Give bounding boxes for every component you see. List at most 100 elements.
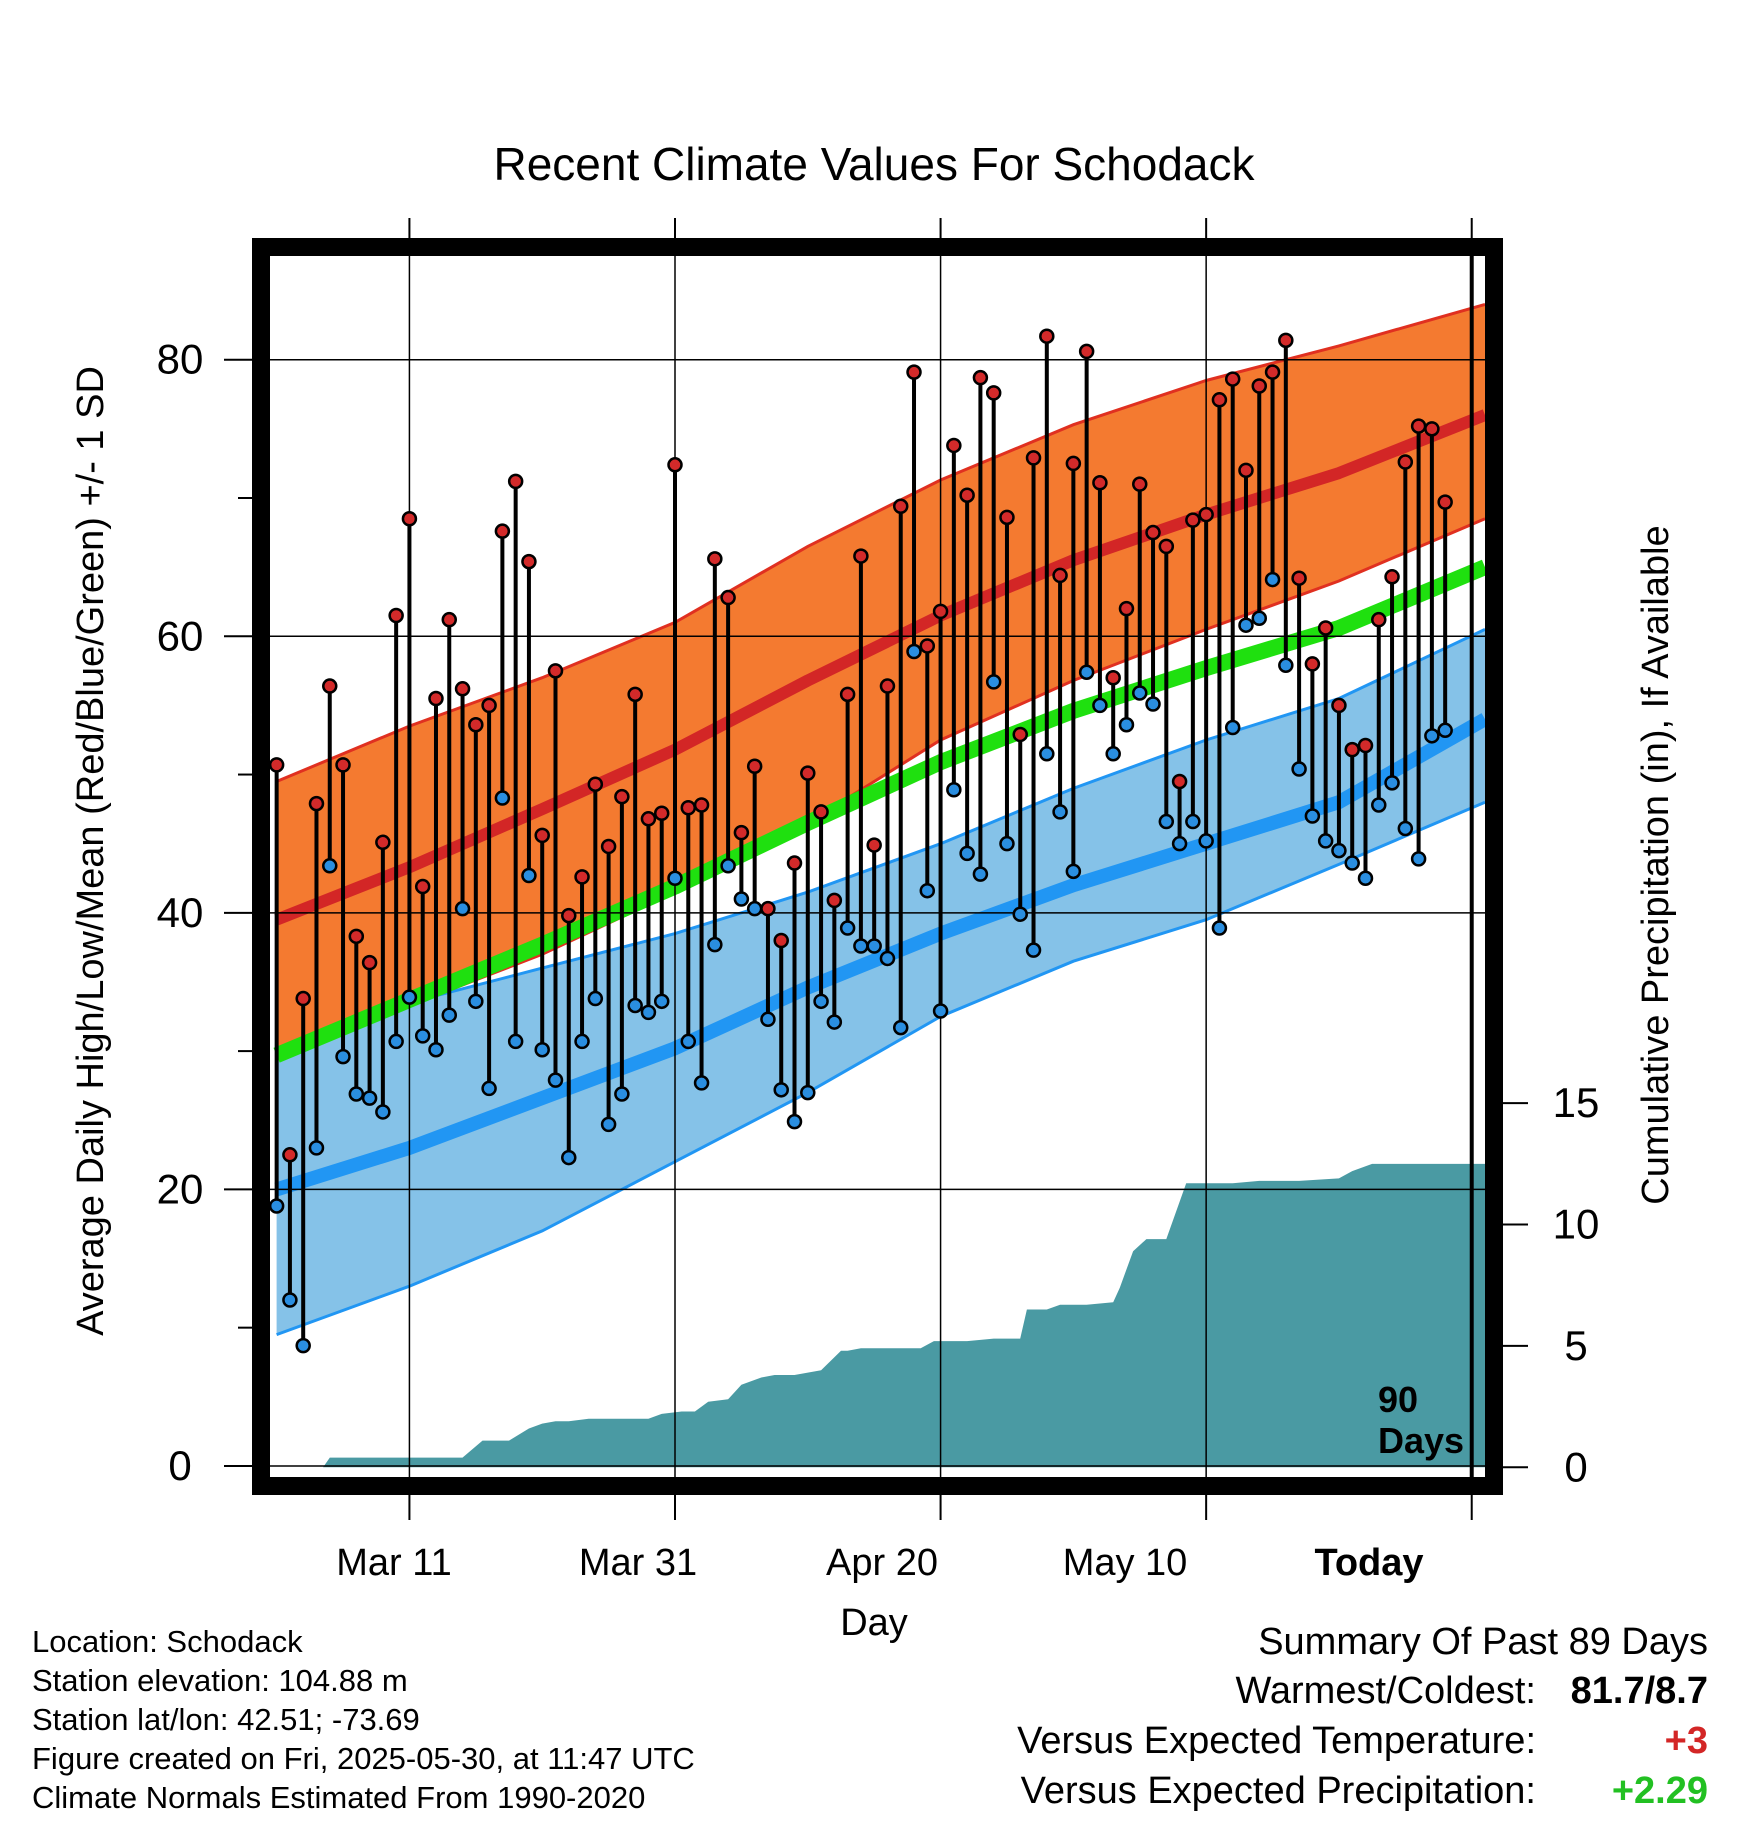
daily-high-point	[853, 548, 869, 564]
y2-tick-label: 0	[1564, 1443, 1587, 1490]
daily-high-point	[773, 932, 789, 949]
daily-low-point	[534, 1041, 550, 1058]
daily-low-point	[1025, 942, 1042, 958]
daily-low-point	[1132, 685, 1148, 701]
chart-title: Recent Climate Values For Schodack	[493, 138, 1255, 190]
today-marker: 90 Days	[1378, 256, 1474, 1477]
daily-low-point	[640, 1004, 657, 1021]
daily-high-point	[1251, 378, 1268, 394]
daily-high-point	[1092, 475, 1108, 491]
daily-low-point	[521, 867, 537, 884]
daily-high-point	[932, 603, 949, 620]
daily-high-point	[879, 678, 896, 694]
daily-low-point	[1424, 728, 1440, 744]
daily-high-point	[494, 523, 511, 539]
summary-title: Summary Of Past 89 Days	[1258, 1621, 1708, 1663]
daily-low-point	[1052, 804, 1068, 820]
daily-low-point	[972, 866, 989, 882]
daily-high-point	[507, 473, 524, 490]
daily-low-point	[295, 1337, 311, 1354]
daily-high-point	[1384, 569, 1400, 585]
daily-high-point	[693, 797, 710, 813]
daily-low-point	[746, 900, 763, 917]
daily-high-point	[1198, 506, 1214, 523]
daily-high-point	[428, 690, 444, 707]
daily-high-point	[414, 878, 431, 895]
daily-high-point	[1118, 600, 1135, 617]
daily-low-point	[322, 858, 338, 874]
daily-low-point	[1410, 851, 1427, 867]
daily-high-point	[866, 837, 882, 853]
low-normal-band	[276, 629, 1486, 1335]
daily-high-point	[760, 900, 776, 917]
daily-high-point	[1278, 332, 1294, 349]
daily-low-point	[1118, 717, 1135, 733]
daily-low-point	[1251, 610, 1268, 627]
daily-low-point	[906, 643, 922, 660]
y-tick-label: 60	[157, 612, 204, 659]
daily-low-point	[999, 835, 1015, 852]
daily-low-point	[454, 900, 471, 917]
daily-high-point	[1132, 476, 1148, 492]
daily-high-point	[1012, 726, 1028, 743]
daily-low-point	[1278, 657, 1294, 674]
daily-high-point	[454, 681, 471, 697]
daily-low-point	[1211, 920, 1228, 936]
daily-low-point	[839, 920, 856, 936]
daily-low-point	[1264, 571, 1281, 588]
daily-high-point	[574, 869, 590, 885]
daily-high-point	[839, 686, 856, 703]
today-annotation-days-count: 90	[1378, 1379, 1418, 1420]
daily-low-point	[1384, 775, 1400, 791]
daily-high-point	[999, 509, 1015, 526]
daily-low-point	[1397, 820, 1414, 837]
daily-low-point	[1078, 664, 1095, 680]
daily-high-point	[1224, 371, 1241, 387]
daily-low-point	[932, 1003, 949, 1019]
y2-tick-label: 10	[1553, 1201, 1600, 1248]
daily-low-point	[1039, 746, 1055, 762]
daily-high-point	[1424, 421, 1440, 437]
daily-high-point	[640, 811, 657, 827]
daily-high-point	[335, 757, 351, 773]
daily-low-point	[707, 936, 723, 953]
daily-low-point	[547, 1072, 564, 1088]
low-normal-mean-line	[274, 713, 1489, 1197]
daily-high-point	[680, 799, 697, 816]
daily-high-point	[388, 607, 404, 624]
daily-high-point	[348, 928, 365, 945]
daily-high-point	[561, 907, 577, 924]
y2-tick-label: 15	[1553, 1079, 1600, 1126]
axis-ticks-layer: Mar 11 Mar 31 Apr 20 May 10 Today 0 20 40 6…	[157, 218, 1600, 1584]
temp-value: +3	[1664, 1720, 1708, 1762]
x-tick-label: Apr 20	[826, 1542, 938, 1584]
y-tick-label: 20	[157, 1165, 204, 1212]
daily-low-point	[1238, 617, 1254, 633]
daily-high-point	[1078, 343, 1095, 360]
daily-low-point	[507, 1033, 524, 1050]
daily-low-point	[1092, 697, 1108, 714]
x-tick-label: Mar 31	[579, 1542, 697, 1584]
warmest-label: Warmest/Coldest:	[1235, 1670, 1536, 1712]
daily-low-point	[733, 891, 750, 907]
daily-high-point	[1039, 328, 1055, 344]
daily-low-point	[853, 938, 869, 954]
daily-low-point	[813, 993, 829, 1010]
daily-high-point	[441, 611, 458, 628]
daily-low-point	[866, 938, 882, 954]
x-tick-label: May 10	[1063, 1542, 1188, 1584]
high-normal-band	[276, 304, 1486, 1052]
daily-low-point	[361, 1090, 378, 1106]
summary-panel: Summary Of Past 89 Days Warmest/Coldest:…	[808, 1618, 1708, 1816]
daily-high-point	[1410, 418, 1427, 434]
daily-high-point	[720, 589, 736, 606]
daily-low-point	[1171, 835, 1188, 852]
daily-low-point	[786, 1113, 803, 1130]
station-info: Location: Schodack Station elevation: 10…	[32, 1622, 695, 1817]
daily-low-point	[693, 1075, 710, 1091]
daily-high-point	[308, 795, 325, 812]
x-tick-label: Mar 11	[336, 1542, 451, 1584]
y-tick-label: 40	[157, 889, 204, 936]
location-text: Location: Schodack	[32, 1624, 303, 1659]
y-tick-label: 0	[168, 1442, 191, 1489]
